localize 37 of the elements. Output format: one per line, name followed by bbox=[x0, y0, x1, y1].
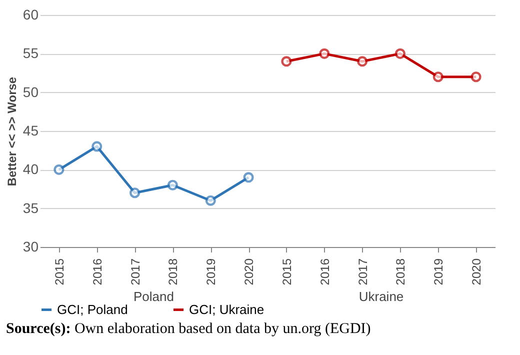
point bbox=[432, 72, 444, 82]
point bbox=[470, 72, 482, 82]
x-tick-label: 2018 bbox=[166, 258, 180, 286]
x-tick-label: 2015 bbox=[52, 258, 66, 286]
y-tick-label: 45 bbox=[22, 122, 39, 138]
x-tick-label: 2015 bbox=[280, 258, 294, 286]
point bbox=[319, 48, 330, 59]
y-tick-label: 35 bbox=[22, 200, 39, 216]
point bbox=[394, 48, 406, 59]
point bbox=[54, 164, 64, 175]
x-tick-label: 2017 bbox=[356, 258, 370, 286]
point bbox=[243, 172, 254, 183]
x-tick-label: 2020 bbox=[470, 258, 484, 286]
point bbox=[167, 180, 178, 190]
text: Poland bbox=[134, 289, 174, 304]
y-axis-title: Better << >> Worse bbox=[4, 76, 19, 186]
x-tick-label: 2019 bbox=[204, 258, 218, 286]
point bbox=[92, 141, 102, 152]
point bbox=[281, 56, 292, 67]
x-tick-label: 2020 bbox=[242, 258, 256, 286]
y-tick-label: 55 bbox=[22, 45, 39, 62]
source-note: Source(s): Own elaboration based on data by un.org (EGDI) bbox=[5, 321, 372, 338]
y-tick-label: 40 bbox=[22, 161, 39, 178]
y-tick-label: 50 bbox=[22, 84, 39, 100]
point bbox=[205, 195, 216, 206]
legend-label: GCI; Ukraine bbox=[189, 302, 264, 317]
legend-label: GCI; Poland bbox=[57, 302, 128, 317]
x-tick-label: 2017 bbox=[128, 258, 142, 286]
x-tick-label: 2016 bbox=[90, 258, 104, 286]
text: Ukraine bbox=[358, 289, 404, 304]
point bbox=[357, 56, 368, 67]
x-tick-label: 2016 bbox=[318, 258, 332, 286]
point bbox=[130, 188, 140, 198]
y-tick-label: 30 bbox=[22, 238, 39, 254]
y-tick-label: 60 bbox=[22, 6, 39, 22]
x-tick-label: 2019 bbox=[432, 258, 446, 286]
x-tick-label: 2018 bbox=[394, 258, 408, 286]
